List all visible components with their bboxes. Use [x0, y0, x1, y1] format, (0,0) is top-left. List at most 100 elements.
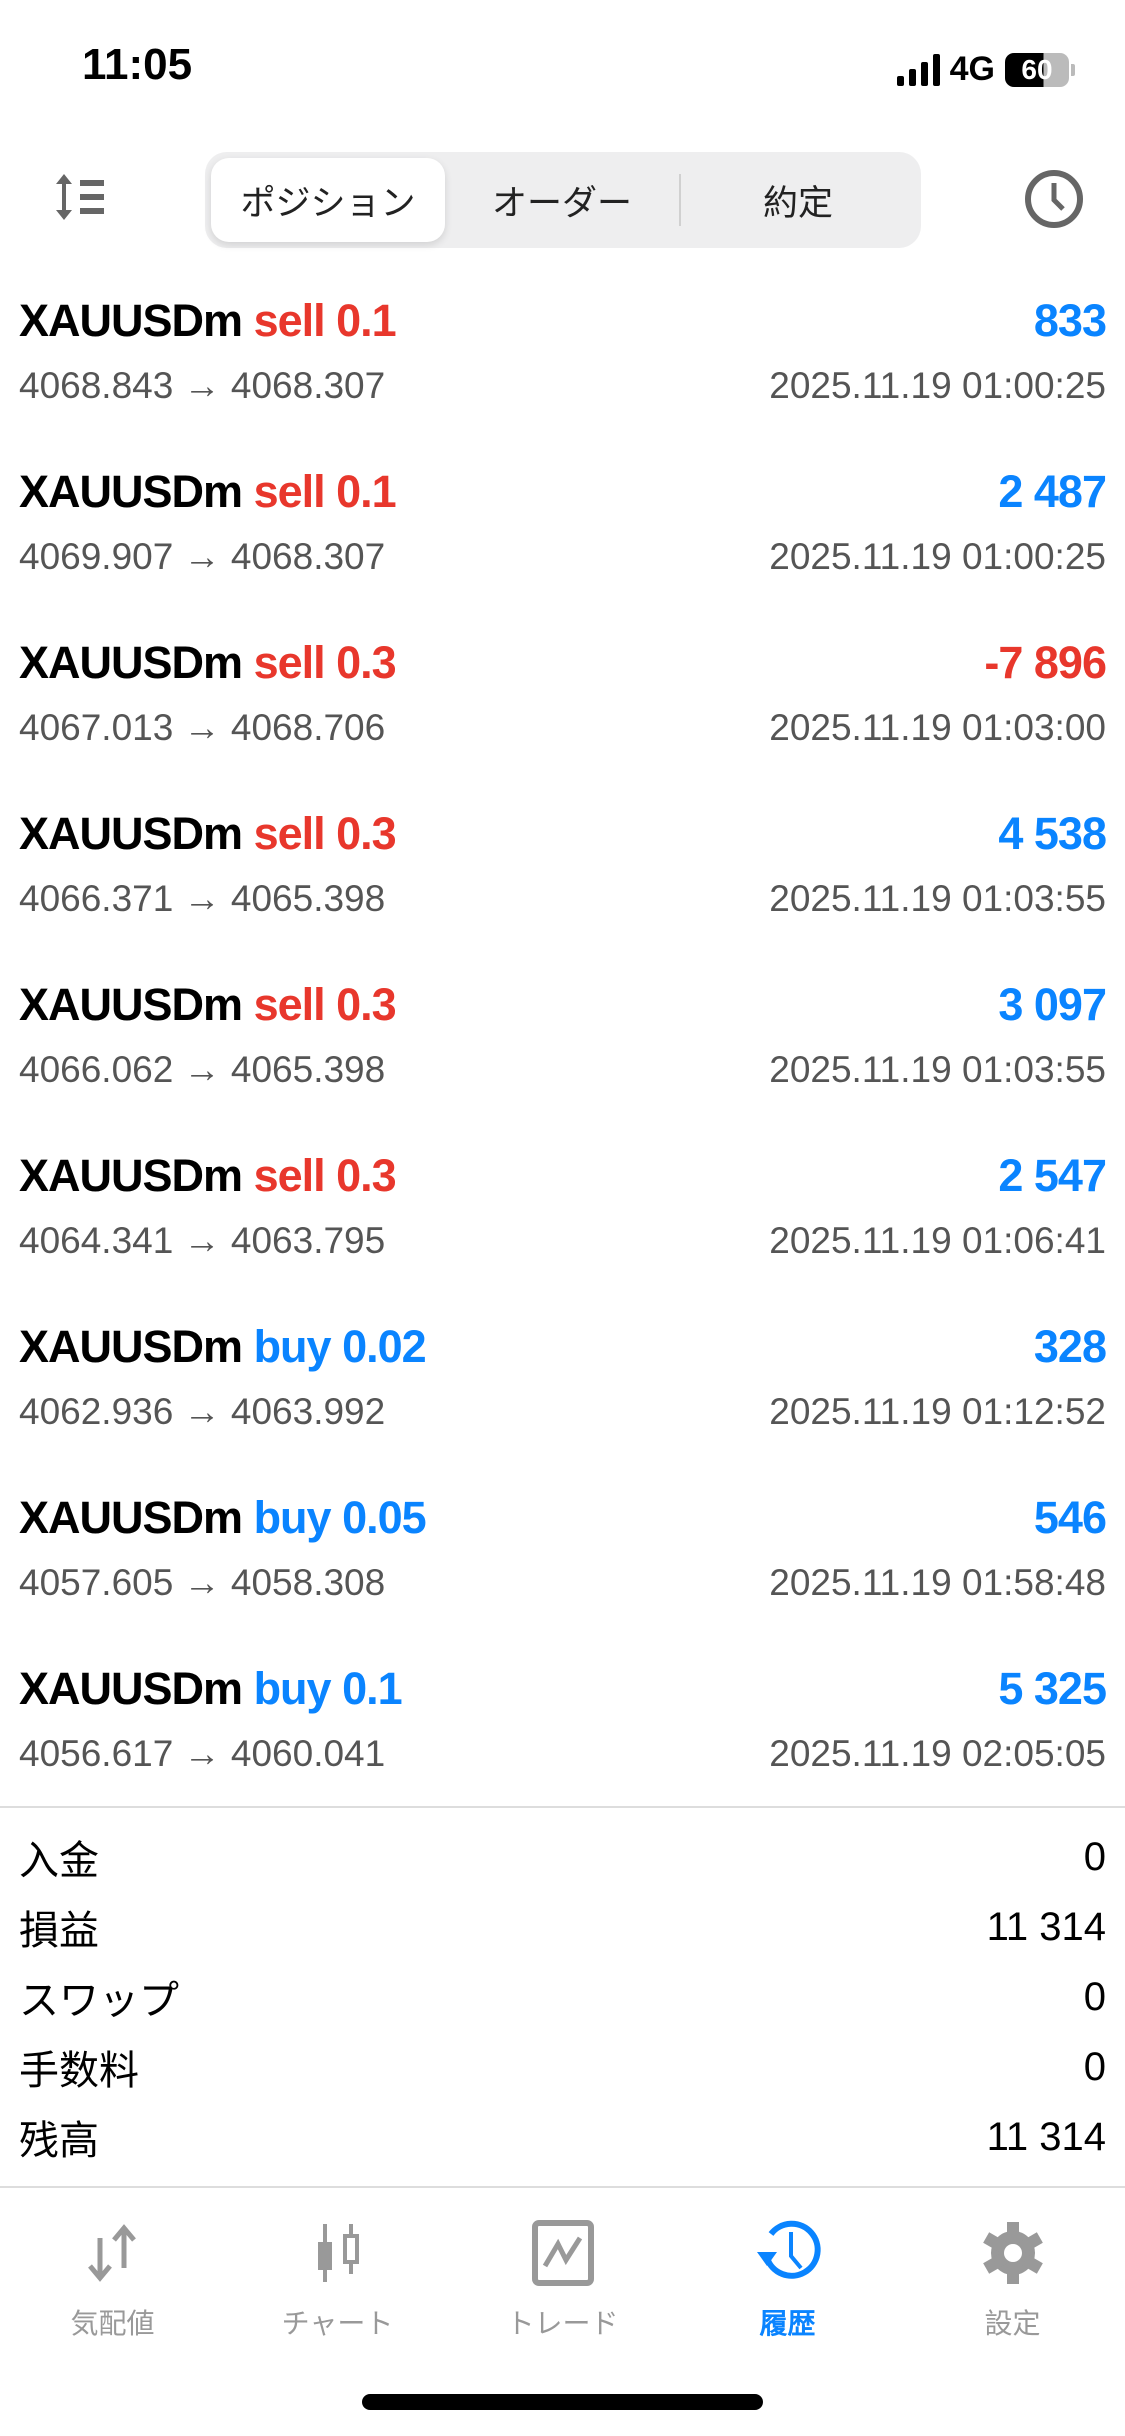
- deal-row[interactable]: XAUUSDm buy 0.05 546 4057.605 → 4058.308 20…: [0, 1482, 1125, 1653]
- prices: 4057.605 → 4058.308: [19, 1562, 386, 1603]
- deal-time: 2025.11.19 01:03:00: [769, 707, 1106, 748]
- divider: [0, 1806, 1125, 1808]
- tab-settings[interactable]: 設定: [900, 2188, 1125, 2348]
- summary-value: 11 314: [986, 2114, 1106, 2159]
- profit: 2 547: [998, 1150, 1107, 1201]
- profit: -7 896: [984, 637, 1107, 688]
- chart-icon: [317, 2224, 359, 2282]
- side: sell: [253, 1150, 326, 1201]
- summary-value: 11 314: [986, 1904, 1106, 1949]
- volume: 0.1: [336, 295, 397, 346]
- symbol: XAUUSDm: [19, 637, 243, 688]
- status-bar: 11:05 4G 60: [0, 0, 1125, 130]
- symbol: XAUUSDm: [19, 295, 243, 346]
- symbol: XAUUSDm: [19, 979, 243, 1030]
- volume: 0.3: [336, 1150, 397, 1201]
- summary-label: 損益: [19, 1909, 99, 1953]
- volume: 0.1: [342, 1663, 403, 1714]
- prices: 4064.341 → 4063.795: [19, 1220, 386, 1261]
- deal-row[interactable]: XAUUSDm sell 0.3 3 097 4066.062 → 4065.398…: [0, 969, 1125, 1140]
- deal-time: 2025.11.19 01:12:52: [769, 1391, 1106, 1432]
- tab-label: トレード: [506, 2308, 619, 2339]
- profit: 546: [1033, 1492, 1107, 1543]
- tab-deals[interactable]: 約定: [762, 183, 833, 223]
- summary-label: 手数料: [19, 2049, 139, 2093]
- deal-row[interactable]: XAUUSDm sell 0.3 -7 896 4067.013 → 4068.70…: [0, 627, 1125, 798]
- deal-time: 2025.11.19 01:06:41: [769, 1220, 1106, 1261]
- deal-title: XAUUSDm sell 0.1: [19, 295, 397, 347]
- side: sell: [253, 295, 326, 346]
- deal-row[interactable]: XAUUSDm sell 0.1 2 487 4069.907 → 4068.307…: [0, 456, 1125, 627]
- side: sell: [253, 637, 326, 688]
- summary-row: 手数料 0: [19, 2032, 1106, 2102]
- symbol: XAUUSDm: [19, 1492, 243, 1543]
- clock-icon[interactable]: [1023, 168, 1085, 235]
- deal-row[interactable]: XAUUSDm buy 0.1 5 325 4056.617 → 4060.041 2…: [0, 1653, 1125, 1824]
- tab-trade[interactable]: トレード: [450, 2188, 675, 2348]
- summary-row: 損益 11 314: [19, 1892, 1106, 1962]
- tab-orders[interactable]: オーダー: [491, 183, 632, 223]
- tab-chart[interactable]: チャート: [225, 2188, 450, 2348]
- tab-label: チャート: [281, 2308, 394, 2339]
- side: sell: [253, 979, 326, 1030]
- symbol: XAUUSDm: [19, 808, 243, 859]
- volume: 0.3: [336, 637, 397, 688]
- symbol: XAUUSDm: [19, 1663, 243, 1714]
- volume: 0.1: [336, 466, 397, 517]
- prices: 4062.936 → 4063.992: [19, 1391, 386, 1432]
- summary-value: 0: [1083, 1974, 1106, 2019]
- deal-row[interactable]: XAUUSDm buy 0.02 328 4062.936 → 4063.992 20…: [0, 1311, 1125, 1482]
- history-icon: [756, 2220, 821, 2279]
- deal-title: XAUUSDm buy 0.1: [19, 1663, 403, 1715]
- side: buy: [253, 1492, 332, 1543]
- prices: 4066.062 → 4065.398: [19, 1049, 386, 1090]
- deal-title: XAUUSDm buy 0.05: [19, 1492, 427, 1544]
- tab-positions[interactable]: ポジション: [211, 158, 445, 242]
- deal-time: 2025.11.19 01:00:25: [769, 365, 1106, 406]
- signal-icon: [896, 53, 940, 86]
- deal-title: XAUUSDm sell 0.3: [19, 637, 397, 689]
- deal-list: XAUUSDm sell 0.1 833 4068.843 → 4068.307 20…: [0, 285, 1125, 1824]
- deal-title: XAUUSDm buy 0.02: [19, 1321, 427, 1373]
- quotes-icon: [87, 2224, 136, 2282]
- prices: 4069.907 → 4068.307: [19, 536, 386, 577]
- home-indicator[interactable]: [362, 2394, 763, 2410]
- summary-label: スワップ: [19, 1979, 179, 2023]
- deal-title: XAUUSDm sell 0.3: [19, 1150, 397, 1202]
- profit: 5 325: [998, 1663, 1107, 1714]
- deal-row[interactable]: XAUUSDm sell 0.1 833 4068.843 → 4068.307 20…: [0, 285, 1125, 456]
- summary: 入金 0 損益 11 314 スワップ 0 手数料 0 残高 11 314: [19, 1822, 1106, 2172]
- tab-label: 設定: [984, 2308, 1041, 2339]
- symbol: XAUUSDm: [19, 1150, 243, 1201]
- sort-icon[interactable]: [52, 172, 110, 227]
- deal-time: 2025.11.19 02:05:05: [769, 1733, 1106, 1774]
- deal-row[interactable]: XAUUSDm sell 0.3 2 547 4064.341 → 4063.795…: [0, 1140, 1125, 1311]
- tab-quotes[interactable]: 気配値: [0, 2188, 225, 2348]
- symbol: XAUUSDm: [19, 1321, 243, 1372]
- side: buy: [253, 1663, 332, 1714]
- battery-level: 60: [1005, 52, 1069, 87]
- settings-icon: [982, 2222, 1043, 2284]
- profit: 833: [1033, 295, 1107, 346]
- deal-title: XAUUSDm sell 0.3: [19, 979, 397, 1031]
- side: sell: [253, 808, 326, 859]
- summary-row: スワップ 0: [19, 1962, 1106, 2032]
- network-type: 4G: [949, 50, 995, 88]
- summary-row: 入金 0: [19, 1822, 1106, 1892]
- tab-label: 履歴: [759, 2308, 816, 2339]
- tab-bar: 気配値 チャート トレード 履歴 設定: [0, 2188, 1125, 2348]
- volume: 0.05: [342, 1492, 427, 1543]
- tab-history[interactable]: 履歴: [675, 2188, 900, 2348]
- status-time: 11:05: [82, 40, 193, 89]
- deal-time: 2025.11.19 01:58:48: [769, 1562, 1106, 1603]
- prices: 4068.843 → 4068.307: [19, 365, 386, 406]
- deal-row[interactable]: XAUUSDm sell 0.3 4 538 4066.371 → 4065.398…: [0, 798, 1125, 969]
- volume: 0.3: [336, 808, 397, 859]
- symbol: XAUUSDm: [19, 466, 243, 517]
- deal-time: 2025.11.19 01:00:25: [769, 536, 1106, 577]
- profit: 4 538: [998, 808, 1107, 859]
- tab-label: 気配値: [70, 2308, 155, 2339]
- volume: 0.3: [336, 979, 397, 1030]
- summary-value: 0: [1083, 2044, 1106, 2089]
- summary-row: 残高 11 314: [19, 2102, 1106, 2172]
